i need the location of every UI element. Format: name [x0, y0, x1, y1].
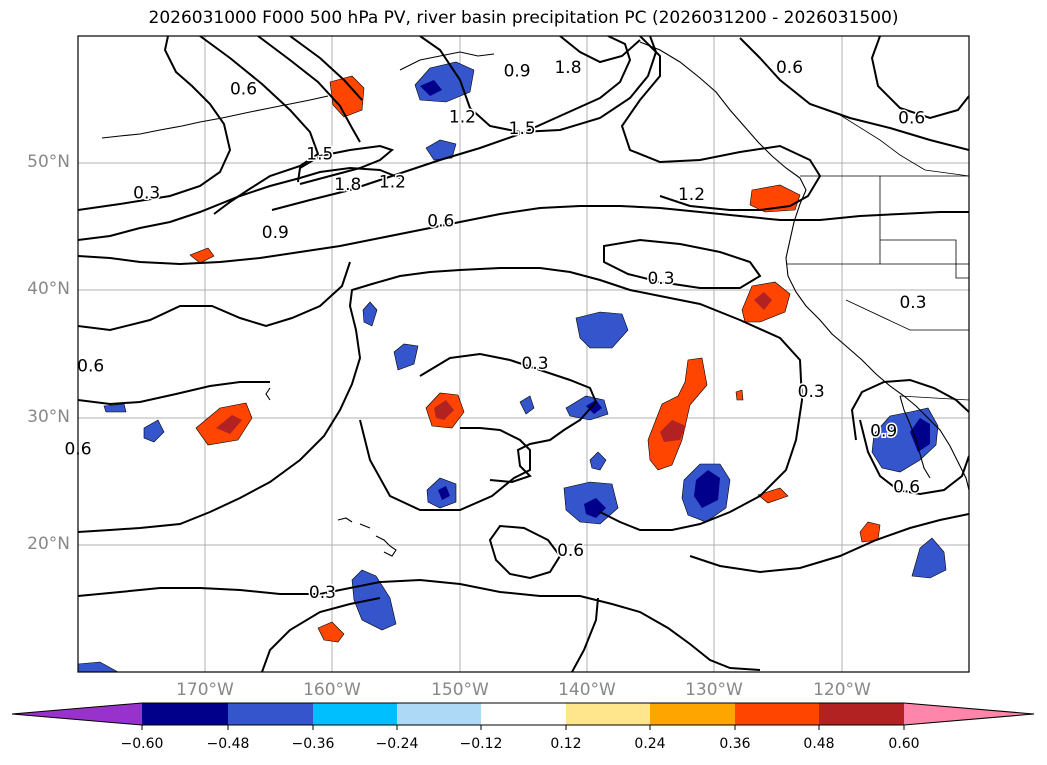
colorbar-segment [481, 703, 566, 725]
contour-label: 0.9 [504, 62, 531, 82]
contour-label: 1.2 [379, 172, 406, 192]
lon-label-130w: 130°W [685, 680, 743, 700]
map-background [78, 36, 969, 672]
contour-label: 1.2 [678, 185, 705, 205]
colorbar-segment [650, 703, 735, 725]
contour-label: 0.3 [521, 354, 548, 374]
precip-positive-core [434, 400, 454, 420]
precip-negative-core [438, 486, 450, 500]
precip-negative-region [78, 661, 119, 672]
colorbar-segment [566, 703, 650, 725]
precip-positive-region [859, 521, 881, 543]
contour-label: 0.3 [899, 293, 926, 313]
colorbar-tick-label: −0.36 [291, 736, 335, 752]
contour-label: 0.3 [309, 583, 336, 603]
precip-negative-region [911, 537, 947, 579]
colorbar [11, 702, 1035, 730]
precip-positive-region [329, 75, 365, 118]
colorbar-tick-label: −0.24 [375, 736, 419, 752]
contour-label: 0.6 [427, 212, 454, 232]
precip-positive-core [216, 415, 242, 434]
precip-regions [78, 61, 947, 672]
colorbar-tick-label: −0.60 [120, 736, 164, 752]
precip-negative-region [362, 301, 378, 327]
lat-label-50n: 50°N [27, 152, 70, 172]
precip-positive-core [660, 420, 686, 442]
borders [786, 114, 969, 401]
contour-label: 0.9 [870, 422, 897, 442]
lon-label-150w: 150°W [431, 680, 489, 700]
precip-negative-region [103, 403, 127, 413]
colorbar-tick-label: 0.48 [803, 736, 835, 752]
colorbar-segment [397, 703, 481, 725]
precip-positive-region [317, 621, 345, 643]
colorbar-tick-label: 0.36 [719, 736, 751, 752]
colorbar-segment [228, 703, 313, 725]
contour-labels: 0.30.60.9 1.81.21.51.51.8 1.20.90.61.20.30… [63, 56, 928, 604]
colorbar-extend-low [12, 703, 142, 725]
contour-label: 1.8 [554, 58, 581, 78]
contour-label: 0.6 [898, 109, 925, 129]
precip-positive-region [757, 487, 789, 504]
lat-label-40n: 40°N [27, 279, 70, 299]
precip-negative-core [694, 470, 720, 508]
precip-negative-region [143, 419, 165, 443]
lon-label-140w: 140°W [558, 680, 616, 700]
precip-positive-region [189, 247, 215, 264]
contour-label: 1.2 [449, 107, 476, 127]
contour-label: 0.6 [77, 357, 104, 377]
contour-label: 1.8 [334, 175, 361, 195]
precip-negative-region [589, 451, 607, 471]
colorbar-tick-label: −0.12 [459, 736, 503, 752]
precip-negative-region [575, 311, 629, 349]
map-title: 2026031000 F000 500 hPa PV, river basin … [148, 8, 899, 28]
contour-label: 0.6 [230, 79, 257, 99]
coastlines [101, 41, 969, 557]
precip-positive-region [735, 389, 744, 401]
lon-label-160w: 160°W [303, 680, 361, 700]
colorbar-segment [313, 703, 397, 725]
colorbar-segment [735, 703, 819, 725]
contour-label: 0.3 [798, 382, 825, 402]
colorbar-extend-high [904, 703, 1034, 725]
colorbar-tick-label: 0.24 [634, 736, 666, 752]
lat-label-30n: 30°N [27, 407, 70, 427]
pv-contours [78, 36, 969, 672]
contour-label: 0.6 [893, 478, 920, 498]
lon-label-170w: 170°W [176, 680, 234, 700]
precip-negative-region [519, 395, 535, 415]
colorbar-tick-label: 0.60 [888, 736, 920, 752]
gridlines [78, 36, 969, 672]
map-frame [77, 35, 970, 673]
precip-negative-core [420, 80, 442, 96]
precip-negative-region [425, 139, 457, 161]
contour-label: 0.6 [776, 58, 803, 78]
colorbar-tick-label: 0.12 [550, 736, 582, 752]
contour-label: 0.3 [133, 184, 160, 204]
lon-label-120w: 120°W [813, 680, 871, 700]
precip-negative-core [586, 400, 602, 414]
colorbar-segment [819, 703, 904, 725]
precip-positive-core [754, 292, 772, 310]
contour-label: 0.3 [647, 269, 674, 289]
colorbar-segment [142, 703, 228, 725]
lat-label-20n: 20°N [27, 534, 70, 554]
precip-negative-core [910, 418, 930, 452]
contour-label: 1.5 [306, 144, 333, 164]
contour-label: 1.5 [509, 119, 536, 139]
precip-negative-region [393, 343, 419, 371]
contour-label: 0.6 [557, 541, 584, 561]
precip-positive-region [647, 357, 708, 471]
contour-label: 0.9 [262, 223, 289, 243]
colorbar-tick-label: −0.48 [206, 736, 250, 752]
precip-positive-region [749, 184, 801, 213]
